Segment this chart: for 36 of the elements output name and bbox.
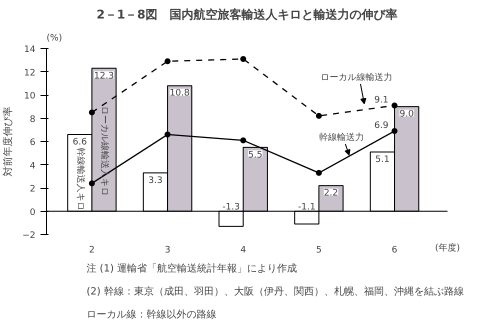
data-label: 10.8 [170, 88, 190, 99]
data-label: 5.5 [248, 150, 262, 160]
data-label: 3.3 [148, 176, 163, 186]
x-tick-label: 4 [240, 246, 246, 256]
y-tick-label: 6 [30, 138, 36, 148]
y-tick-label: 2 [30, 184, 36, 194]
data-label: 9.0 [399, 110, 414, 120]
x-tick-label: 6 [392, 246, 398, 256]
text: (%) [46, 34, 62, 44]
x-axis-title: (年度) [434, 242, 460, 254]
text: (2) 幹線：東京（成田、羽田）、大阪（伊丹、関西）、札幌、福岡、沖縄を結ぶ路線ローカル線：幹線以外の路線 [86, 286, 464, 320]
data-label: -1.3 [222, 202, 240, 212]
x-tick-label: 5 [316, 246, 322, 256]
y-tick-label: 8 [30, 114, 36, 125]
data-label: 2.2 [324, 188, 338, 199]
y-tick-label: 14 [24, 45, 36, 55]
data-label: 9.1 [374, 95, 389, 106]
data-label: 5.1 [375, 154, 390, 165]
y-tick-label: 0 [30, 208, 36, 218]
data-label: 6.6 [72, 138, 88, 148]
x-tick-label: 3 [164, 246, 170, 256]
x-tick-label: 2 [89, 246, 95, 256]
data-label: 12.3 [94, 71, 114, 82]
data-label: 6.9 [374, 121, 389, 132]
series-label: 幹線輸送力 [319, 132, 364, 143]
series-label: 幹線輸送人キロ [74, 148, 86, 211]
chart-title: 2－1－8図 国内航空旅客輸送人キロと輸送力の伸び率 [96, 8, 398, 22]
text: ローカル線輸送力 [320, 72, 393, 83]
data-label: -1.1 [298, 202, 316, 212]
text: 注 (1) 運輸省「航空輸送統計年報」により作成 [86, 262, 298, 274]
y-axis-title: 対前年度伸び率 [2, 106, 14, 176]
y-tick-label: −2 [22, 231, 36, 241]
y-tick-label: 4 [30, 161, 36, 172]
y-tick-label: 10 [24, 92, 36, 102]
series-label: ローカル線輸送人キロ [99, 106, 110, 196]
y-tick-label: 12 [24, 68, 36, 78]
